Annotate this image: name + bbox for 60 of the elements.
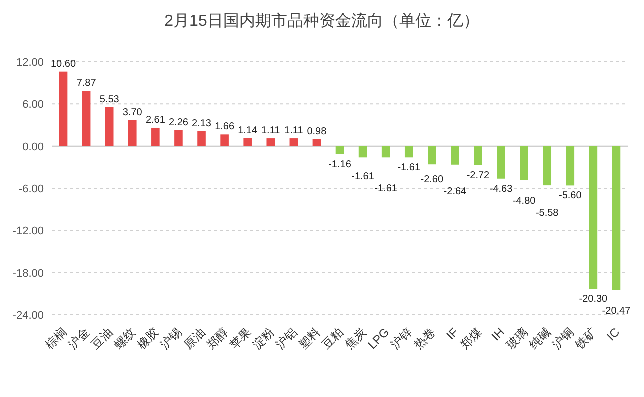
data-label: 2.26 <box>168 117 189 128</box>
bar <box>220 134 229 146</box>
bar <box>266 138 276 146</box>
bar <box>543 146 552 186</box>
bar <box>358 146 368 158</box>
bar <box>82 91 91 146</box>
data-label: -2.60 <box>420 174 444 186</box>
bar <box>497 146 506 179</box>
bar <box>428 146 436 165</box>
y-tick-label: -12.00 <box>12 226 44 238</box>
data-label: 1.11 <box>262 126 281 137</box>
y-tick-label: 6.00 <box>22 99 44 112</box>
data-label: 2.13 <box>192 118 212 130</box>
data-label: -5.60 <box>559 190 582 202</box>
bar <box>290 138 298 146</box>
data-label: -2.64 <box>444 186 468 198</box>
data-label: 5.53 <box>100 94 120 106</box>
bar <box>128 120 137 146</box>
y-tick-label: -6.00 <box>18 184 44 196</box>
bar <box>382 146 390 158</box>
bar <box>566 146 575 186</box>
bar <box>589 146 598 289</box>
data-label: -20.47 <box>602 306 632 317</box>
bar <box>404 146 414 158</box>
data-label: 0.98 <box>307 126 328 138</box>
data-label: 1.14 <box>238 125 258 136</box>
data-label: 1.11 <box>284 126 304 137</box>
data-label: -5.58 <box>536 208 560 219</box>
data-label: 3.70 <box>122 107 143 118</box>
y-tick-label: -18.00 <box>12 268 44 280</box>
chart-title: 2月15日国内期市品种资金流向（单位：亿） <box>164 12 480 30</box>
data-label: 10.60 <box>51 58 76 70</box>
bar <box>198 131 206 146</box>
bar <box>152 128 160 146</box>
data-label: -4.63 <box>490 184 514 195</box>
data-label: -20.30 <box>579 294 608 305</box>
data-label: -1.16 <box>328 159 352 170</box>
data-label: -1.61 <box>398 162 421 174</box>
x-tick-label: IC <box>604 324 623 344</box>
y-tick-label: 12.00 <box>16 57 44 69</box>
bar <box>174 130 183 146</box>
bar <box>612 146 621 290</box>
y-tick-label: 0.00 <box>22 141 44 154</box>
bar <box>105 107 114 146</box>
bar <box>336 146 344 154</box>
bar <box>244 138 252 146</box>
data-label: 7.87 <box>76 78 97 90</box>
y-tick-label: -24.00 <box>12 310 44 322</box>
data-label: 2.61 <box>146 114 166 126</box>
bar <box>520 146 528 180</box>
data-label: 1.66 <box>215 122 235 133</box>
data-label: -1.61 <box>352 171 375 182</box>
data-label: -2.72 <box>466 170 490 182</box>
bar <box>474 146 482 166</box>
data-label: -4.80 <box>512 196 536 207</box>
bar <box>451 146 460 165</box>
bar <box>59 72 68 146</box>
x-tick-label: 豆粕 <box>319 325 346 352</box>
data-label: -1.61 <box>374 183 398 194</box>
bar <box>312 139 322 146</box>
